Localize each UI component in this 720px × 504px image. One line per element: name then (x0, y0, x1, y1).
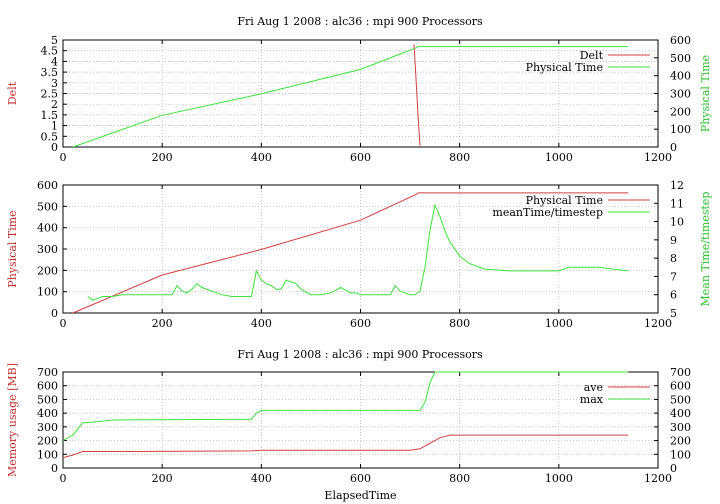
y2-tick-label: 700 (670, 366, 691, 379)
y-tick-label: 600 (37, 179, 58, 192)
series-line-physical-time (72, 46, 629, 148)
y2-tick-label: 11 (670, 197, 684, 210)
x-tick-label: 600 (350, 472, 371, 485)
y-tick-label: 600 (37, 380, 58, 393)
y-tick-label: 100 (37, 448, 58, 461)
x-tick-label: 0 (60, 472, 67, 485)
legend-label: ave (584, 381, 603, 394)
legend-label: Physical Time (526, 61, 603, 74)
y2-tick-label: 10 (670, 216, 684, 229)
x-tick-label: 1200 (644, 317, 672, 330)
x-tick-label: 200 (152, 151, 173, 164)
y2-tick-label: 500 (670, 52, 691, 65)
x-tick-label: 0 (60, 151, 67, 164)
y2-tick-label: 7 (670, 270, 677, 283)
y-tick-label: 400 (37, 407, 58, 420)
x-tick-label: 1200 (644, 151, 672, 164)
y-tick-label: 200 (37, 435, 58, 448)
x-tick-label: 1000 (545, 151, 573, 164)
chart-title: Fri Aug 1 2008 : alc36 : mpi 900 Process… (237, 15, 483, 28)
x-tick-label: 1200 (644, 472, 672, 485)
y-tick-label: 0 (51, 307, 58, 320)
series-line-meantime-timestep (87, 203, 629, 301)
y2-tick-label: 100 (670, 123, 691, 136)
x-tick-label: 400 (251, 151, 272, 164)
x-axis-label: ElapsedTime (324, 489, 396, 502)
y-tick-label: 1.5 (41, 109, 59, 122)
y2-tick-label: 600 (670, 380, 691, 393)
y2-tick-label: 5 (670, 307, 677, 320)
x-tick-label: 1000 (545, 317, 573, 330)
y-axis-label: Physical Time (6, 210, 19, 287)
y-tick-label: 400 (37, 222, 58, 235)
x-tick-label: 400 (251, 472, 272, 485)
y-tick-label: 300 (37, 421, 58, 434)
y2-axis-label: Physical Time (699, 55, 712, 132)
series-line-ave (62, 434, 629, 459)
y2-tick-label: 300 (670, 421, 691, 434)
series-line-physical-time (72, 192, 629, 314)
x-tick-label: 800 (449, 317, 470, 330)
x-tick-label: 800 (449, 151, 470, 164)
chart-panel-3: 0 200 400 600 800 1000 12000100200300400500600… (6, 348, 691, 502)
x-tick-label: 0 (60, 317, 67, 330)
chart-panel-1: 0 200 400 600 800 1000 120000.511.522.533.544.… (6, 15, 712, 164)
y2-tick-label: 100 (670, 448, 691, 461)
x-tick-label: 200 (152, 317, 173, 330)
y-tick-label: 3.5 (41, 66, 59, 79)
y-tick-label: 200 (37, 264, 58, 277)
x-tick-label: 600 (350, 151, 371, 164)
y2-tick-label: 300 (670, 88, 691, 101)
legend-label: max (580, 393, 604, 406)
x-tick-label: 1000 (545, 472, 573, 485)
y-tick-label: 2 (51, 98, 58, 111)
y-tick-label: 4.5 (41, 45, 59, 58)
x-tick-label: 400 (251, 317, 272, 330)
y-axis-label: Memory usage [MB] (6, 363, 19, 477)
y2-tick-label: 9 (670, 234, 677, 247)
chart-panel-2: 0 200 400 600 800 1000 1200 0 100 200 300 400 500 600… (6, 179, 712, 330)
y-tick-label: 700 (37, 366, 58, 379)
y2-tick-label: 8 (670, 252, 677, 265)
legend-label: meanTime/timestep (492, 206, 603, 219)
x-tick-label: 600 (350, 317, 371, 330)
y-tick-label: 3 (51, 77, 58, 90)
y-tick-label: 5 (51, 34, 58, 47)
series-line-max (62, 371, 629, 442)
y2-tick-label: 6 (670, 289, 677, 302)
y-tick-label: 1 (51, 120, 58, 133)
series-line-delt (413, 44, 421, 146)
y-tick-label: 300 (37, 243, 58, 256)
y2-tick-label: 200 (670, 105, 691, 118)
y2-tick-label: 400 (670, 407, 691, 420)
y-tick-label: 0.5 (41, 130, 59, 143)
y2-tick-label: 400 (670, 70, 691, 83)
y2-tick-label: 500 (670, 393, 691, 406)
y-tick-label: 0 (51, 462, 58, 475)
y-tick-label: 100 (37, 286, 58, 299)
legend-label: Physical Time (526, 194, 603, 207)
legend-label: Delt (580, 49, 604, 62)
chart-title: Fri Aug 1 2008 : alc36 : mpi 900 Process… (237, 348, 483, 361)
x-tick-label: 200 (152, 472, 173, 485)
y-tick-label: 4 (51, 55, 58, 68)
y-tick-label: 0 (51, 141, 58, 154)
y2-tick-label: 200 (670, 435, 691, 448)
y-axis-label: Delt (6, 81, 19, 105)
y-tick-label: 500 (37, 393, 58, 406)
y2-axis-label: Mean Time/timestep (699, 192, 712, 307)
y2-tick-label: 600 (670, 34, 691, 47)
y2-tick-label: 12 (670, 179, 684, 192)
x-tick-label: 800 (449, 472, 470, 485)
y2-tick-label: 0 (670, 141, 677, 154)
y-tick-label: 2.5 (41, 88, 59, 101)
y2-tick-label: 0 (670, 462, 677, 475)
y-tick-label: 500 (37, 200, 58, 213)
